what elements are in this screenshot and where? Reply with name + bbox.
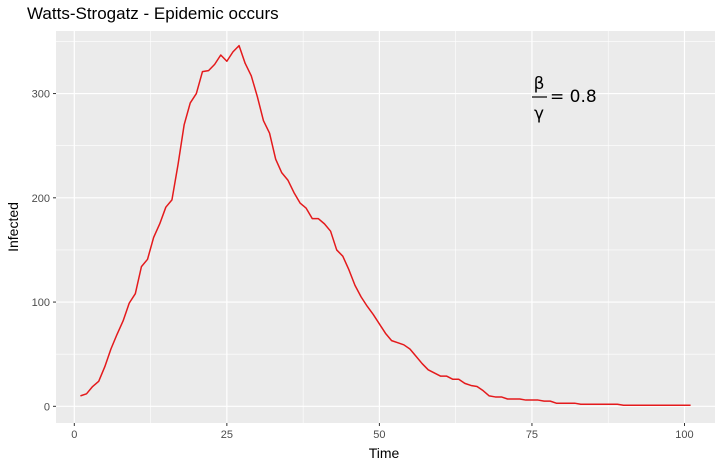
x-tick-label: 75 (526, 429, 538, 441)
x-tick-label: 0 (71, 429, 77, 441)
x-tick-label: 25 (221, 429, 233, 441)
annotation-numerator: β (534, 74, 545, 94)
y-axis-title: Infected (5, 202, 21, 252)
series-layer (80, 44, 691, 407)
plot-panel (56, 31, 715, 423)
y-tick-label: 200 (32, 193, 50, 205)
x-tick-label: 50 (373, 429, 385, 441)
infected-series-line (80, 44, 691, 407)
minor-gridlines (56, 31, 715, 423)
chart-title: Watts-Strogatz - Epidemic occurs (27, 4, 279, 23)
ratio-annotation: β γ = 0.8 (532, 74, 597, 124)
annotation-value: = 0.8 (550, 87, 597, 107)
y-tick-label: 0 (44, 401, 50, 413)
axis-ticks: 0 25 50 75 100 0 100 200 300 (32, 89, 694, 441)
annotation-denominator: γ (534, 104, 544, 124)
y-tick-label: 100 (32, 297, 50, 309)
x-tick-label: 100 (675, 429, 693, 441)
major-gridlines (56, 31, 715, 423)
x-axis-title: Time (369, 445, 400, 461)
y-tick-label: 300 (32, 89, 50, 101)
